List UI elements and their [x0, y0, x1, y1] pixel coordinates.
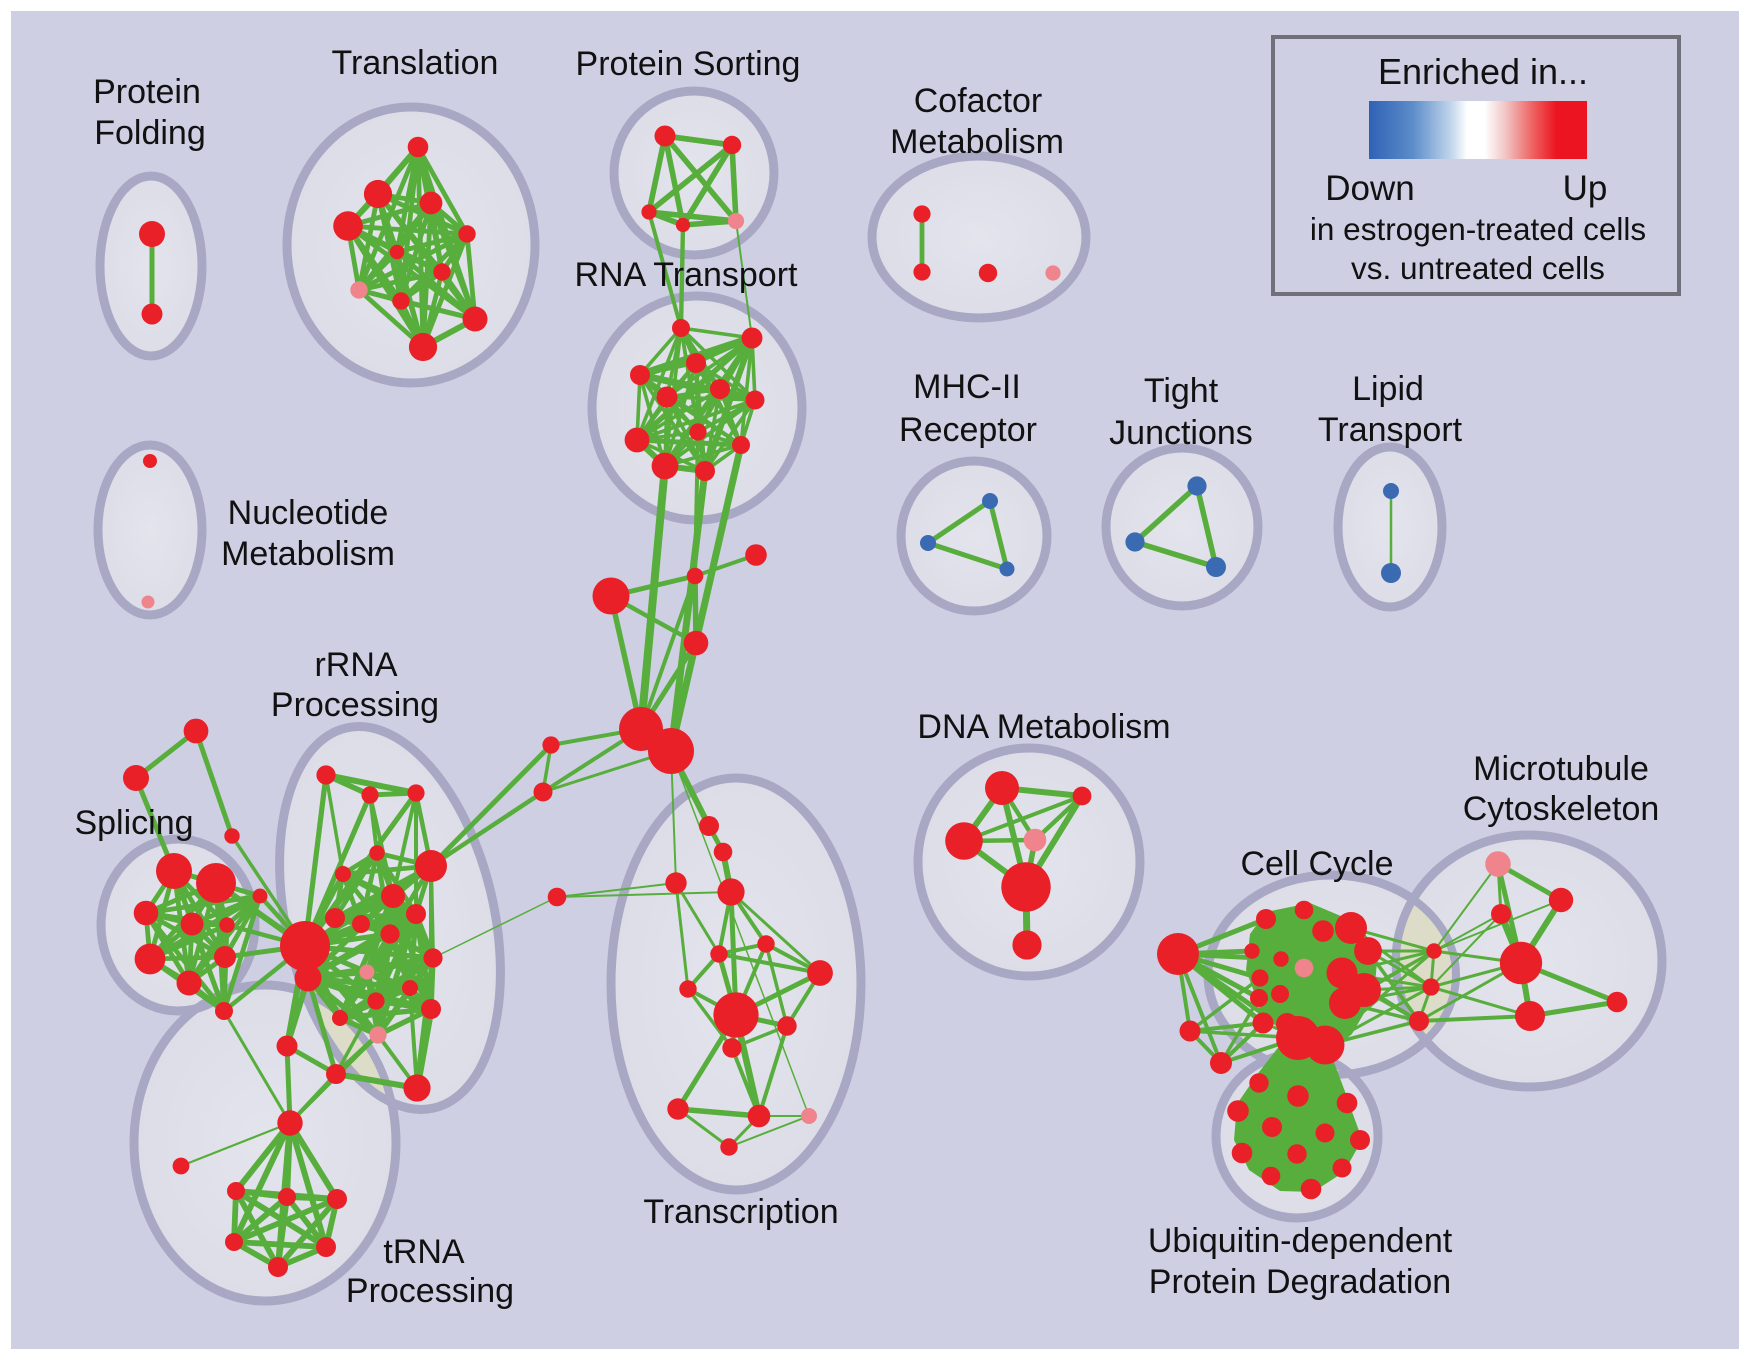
svg-text:Protein: Protein	[93, 73, 201, 111]
svg-text:Ubiquitin-dependent: Ubiquitin-dependent	[1148, 1222, 1453, 1260]
svg-text:tRNA: tRNA	[383, 1233, 465, 1271]
svg-text:Receptor: Receptor	[899, 411, 1037, 449]
svg-text:MHC-II: MHC-II	[913, 368, 1021, 406]
svg-text:Nucleotide: Nucleotide	[228, 494, 389, 532]
svg-text:in estrogen-treated cells: in estrogen-treated cells	[1310, 211, 1646, 247]
svg-text:Lipid: Lipid	[1352, 370, 1424, 408]
svg-text:Cell Cycle: Cell Cycle	[1240, 845, 1393, 883]
svg-text:rRNA: rRNA	[314, 646, 397, 684]
svg-text:Cofactor: Cofactor	[914, 82, 1043, 120]
svg-text:Microtubule: Microtubule	[1473, 750, 1649, 788]
svg-text:Metabolism: Metabolism	[890, 123, 1064, 161]
svg-text:Processing: Processing	[346, 1272, 514, 1310]
svg-text:Junctions: Junctions	[1109, 414, 1253, 452]
svg-text:RNA Transport: RNA Transport	[575, 256, 799, 294]
svg-text:Splicing: Splicing	[74, 804, 193, 842]
svg-text:Up: Up	[1563, 169, 1608, 208]
svg-text:Cytoskeleton: Cytoskeleton	[1463, 790, 1660, 828]
svg-text:Metabolism: Metabolism	[221, 535, 395, 573]
svg-text:Protein Sorting: Protein Sorting	[576, 45, 801, 83]
svg-text:Enriched in...: Enriched in...	[1378, 51, 1588, 92]
svg-text:Processing: Processing	[271, 686, 439, 724]
svg-text:DNA Metabolism: DNA Metabolism	[917, 708, 1170, 746]
svg-text:Down: Down	[1325, 169, 1414, 208]
svg-text:Protein Degradation: Protein Degradation	[1149, 1263, 1451, 1301]
svg-text:Folding: Folding	[94, 114, 206, 152]
svg-text:Tight: Tight	[1144, 372, 1219, 410]
svg-text:vs. untreated cells: vs. untreated cells	[1351, 250, 1605, 286]
svg-text:Transport: Transport	[1318, 411, 1463, 449]
svg-text:Transcription: Transcription	[643, 1193, 838, 1231]
svg-text:Translation: Translation	[332, 44, 499, 82]
